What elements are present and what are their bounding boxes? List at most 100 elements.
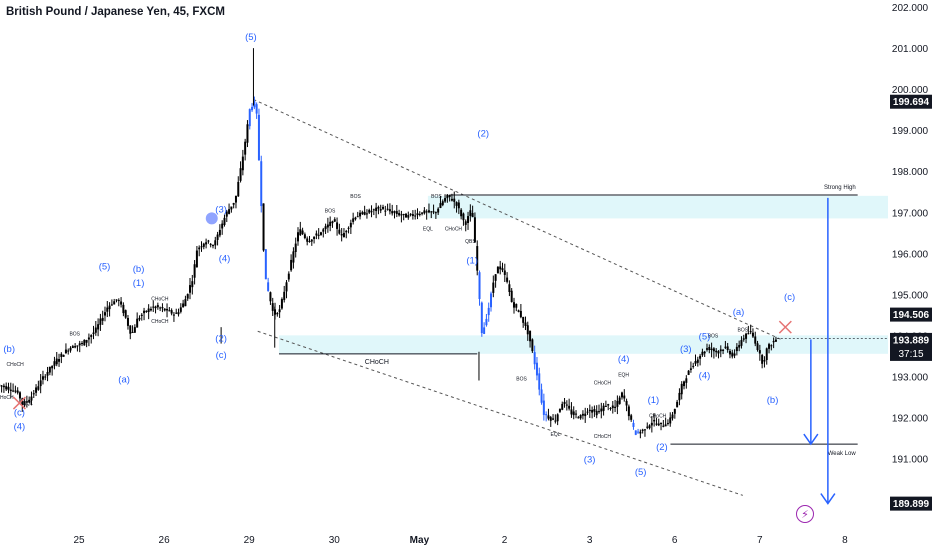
candle-body [219, 230, 221, 235]
candle-body [175, 313, 177, 314]
candle-body [632, 423, 634, 427]
candle-body [299, 229, 301, 235]
candle-body [439, 203, 441, 208]
candle-body [152, 307, 154, 308]
wave-label: (4) [618, 354, 630, 365]
candle-body [387, 209, 389, 210]
candle-body [704, 352, 706, 354]
candle-body [416, 213, 418, 215]
price-tick-label: 200.000 [892, 85, 929, 96]
candle-body [628, 406, 630, 416]
candle-body [384, 211, 386, 212]
candle-body [717, 351, 719, 353]
candle-body [306, 238, 308, 241]
candle-body [205, 242, 207, 244]
wave-label: (c) [14, 407, 25, 418]
candle-body [727, 346, 729, 350]
structure-label: CHoCH [151, 319, 169, 325]
wave-label: (b) [767, 395, 779, 406]
candle-body [42, 376, 44, 379]
candle-body [366, 213, 368, 214]
candle-body [88, 338, 90, 340]
candle-body [600, 409, 602, 412]
marker-circle [206, 212, 218, 224]
candle-body [12, 391, 14, 392]
candle-body [279, 309, 281, 312]
candle-body [734, 354, 736, 356]
candle-body [143, 311, 145, 313]
candle-body [58, 359, 60, 362]
candle-body [483, 327, 485, 334]
candle-body [506, 278, 508, 282]
candle-body [681, 384, 683, 394]
candle-body [47, 372, 49, 376]
candle-body [168, 310, 170, 311]
wave-label: (2) [477, 128, 489, 139]
candle-body [683, 381, 685, 386]
candle-body [184, 299, 186, 306]
candle-body [198, 248, 200, 250]
price-badge-text: 189.899 [893, 499, 930, 510]
candle-body [90, 335, 92, 337]
candle-body [389, 209, 391, 211]
candle-body [754, 336, 756, 343]
candle-body [187, 294, 189, 299]
candle-body [189, 285, 191, 293]
candle-body [348, 228, 350, 229]
candle-body [587, 412, 589, 413]
candle-body [621, 392, 623, 397]
candle-body [281, 299, 283, 308]
candle-body [331, 221, 333, 223]
candle-body [178, 312, 180, 314]
wave-label: (b) [133, 264, 145, 275]
candle-body [221, 224, 223, 229]
candle-body [651, 423, 653, 426]
candle-body [40, 380, 42, 386]
candle-body [56, 359, 58, 365]
candle-body [375, 208, 377, 211]
structure-label: CHoCH [649, 413, 667, 419]
candle-body [194, 264, 196, 277]
candle-body [433, 211, 435, 212]
candle-body [451, 199, 453, 201]
wave-label: (a) [118, 375, 130, 386]
candle-body [706, 348, 708, 350]
candle-body [598, 411, 600, 412]
candle-body [325, 226, 327, 229]
candle-body [449, 195, 451, 197]
candle-body [352, 218, 354, 222]
candle-body [557, 414, 559, 421]
candle-body [308, 241, 310, 242]
structure-label: BOS [325, 208, 336, 214]
price-badge-text: 193.889 [893, 335, 930, 346]
candle-body [334, 219, 336, 221]
wave-label: (3) [584, 455, 596, 466]
candle-body [104, 312, 106, 315]
candle-body [118, 300, 120, 301]
candle-body [462, 214, 464, 221]
candle-body [115, 299, 117, 300]
candle-body [575, 414, 577, 415]
candle-body [145, 311, 147, 312]
candle-body [511, 291, 513, 302]
lightning-icon[interactable]: ⚡ [796, 505, 814, 523]
candle-body [603, 406, 605, 411]
candle-body [759, 350, 761, 353]
candle-body [695, 361, 697, 364]
candle-body [469, 210, 471, 216]
candle-body [196, 251, 198, 268]
candle-body [95, 328, 97, 333]
candle-body [522, 317, 524, 323]
candle-body [106, 308, 108, 312]
price-tick-label: 191.000 [892, 454, 929, 465]
candle-body [212, 245, 214, 246]
price-tick-label: 197.000 [892, 208, 929, 219]
price-tick-label: 195.000 [892, 290, 929, 301]
structure-label: CHoCH [594, 434, 612, 440]
candle-body [589, 410, 591, 411]
candle-body [518, 310, 520, 312]
candle-body [83, 340, 85, 345]
candle-body [773, 341, 775, 342]
